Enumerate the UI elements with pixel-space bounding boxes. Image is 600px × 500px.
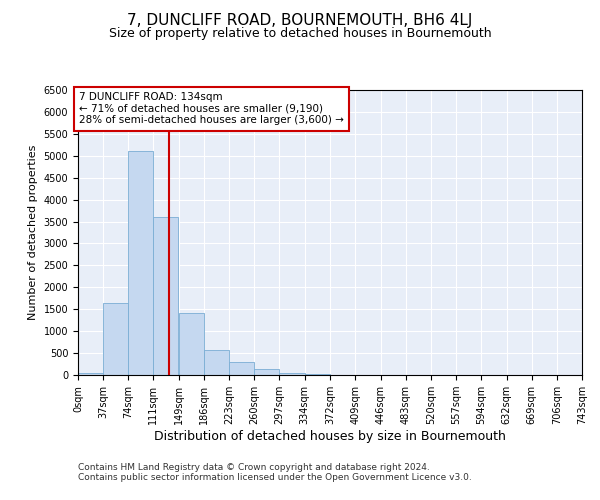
Text: Contains public sector information licensed under the Open Government Licence v3: Contains public sector information licen… [78, 474, 472, 482]
Bar [305, 374, 329, 375]
Bar [103, 302, 128, 375]
Bar [153, 217, 178, 375]
Text: 7, DUNCLIFF ROAD, BOURNEMOUTH, BH6 4LJ: 7, DUNCLIFF ROAD, BOURNEMOUTH, BH6 4LJ [127, 12, 473, 28]
Bar [204, 350, 229, 375]
Text: 7 DUNCLIFF ROAD: 134sqm
← 71% of detached houses are smaller (9,190)
28% of semi: 7 DUNCLIFF ROAD: 134sqm ← 71% of detache… [79, 92, 344, 126]
Text: Size of property relative to detached houses in Bournemouth: Size of property relative to detached ho… [109, 28, 491, 40]
Y-axis label: Number of detached properties: Number of detached properties [28, 145, 38, 320]
Bar [280, 373, 305, 375]
Bar [179, 312, 204, 375]
Bar [128, 152, 153, 375]
Bar [254, 369, 280, 375]
Text: Contains HM Land Registry data © Crown copyright and database right 2024.: Contains HM Land Registry data © Crown c… [78, 464, 430, 472]
Bar [229, 362, 254, 375]
Bar [78, 373, 103, 375]
X-axis label: Distribution of detached houses by size in Bournemouth: Distribution of detached houses by size … [154, 430, 506, 443]
